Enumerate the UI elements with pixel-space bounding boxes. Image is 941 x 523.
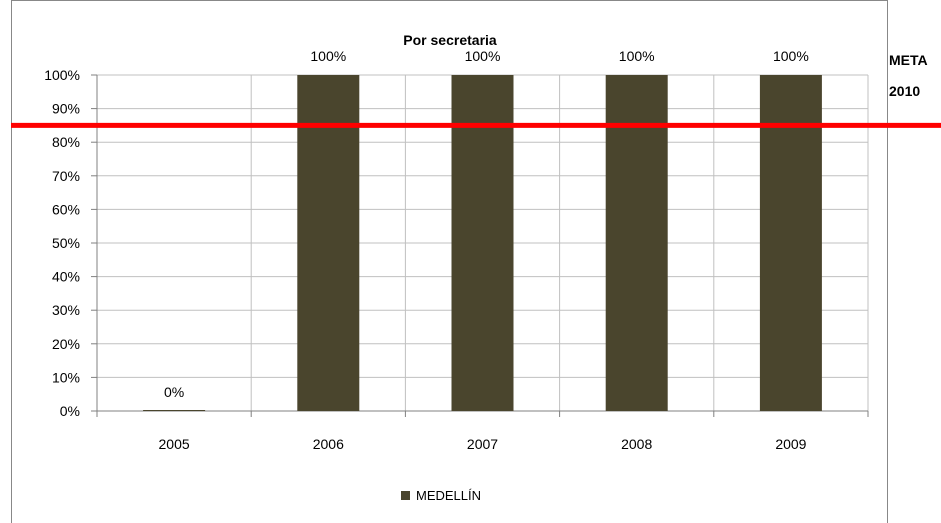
y-tick-label: 20% xyxy=(52,336,80,352)
chart-title: Por secretaria xyxy=(403,32,497,48)
meta-label-line1: META xyxy=(889,52,928,68)
x-tick-label-2007: 2007 xyxy=(467,436,498,452)
x-tick-label-2006: 2006 xyxy=(313,436,344,452)
x-tick-label-2005: 2005 xyxy=(159,436,190,452)
x-tick-label-2008: 2008 xyxy=(621,436,652,452)
bar-2006 xyxy=(297,75,360,411)
x-tick-label-2009: 2009 xyxy=(775,436,806,452)
y-tick-label: 50% xyxy=(52,235,80,251)
data-label-2009: 100% xyxy=(773,48,809,64)
y-tick-label: 10% xyxy=(52,369,80,385)
y-tick-label: 100% xyxy=(44,67,80,83)
legend-label: MEDELLÍN xyxy=(416,488,481,503)
legend-swatch xyxy=(401,491,410,500)
legend: MEDELLÍN xyxy=(401,488,481,503)
y-tick-label: 40% xyxy=(52,269,80,285)
x-axis-ticks: 2005 2006 2007 2008 2009 xyxy=(159,436,807,452)
y-tick-label: 30% xyxy=(52,302,80,318)
meta-label-line2: 2010 xyxy=(889,83,920,99)
axes xyxy=(11,0,888,523)
y-tick-label: 60% xyxy=(52,201,80,217)
y-tick-label: 0% xyxy=(60,403,80,419)
data-labels: 0% 100% 100% 100% 100% xyxy=(164,48,809,400)
data-label-2007: 100% xyxy=(465,48,501,64)
y-tick-label: 90% xyxy=(52,101,80,117)
bar-2007 xyxy=(451,75,514,411)
bars xyxy=(143,75,822,411)
y-tick-label: 70% xyxy=(52,168,80,184)
bar-2008 xyxy=(605,75,668,411)
data-label-2005: 0% xyxy=(164,384,184,400)
data-label-2006: 100% xyxy=(310,48,346,64)
data-label-2008: 100% xyxy=(619,48,655,64)
y-axis-ticks: 0% 10% 20% 30% 40% 50% 60% 70% 80% 90% 100% xyxy=(44,67,80,419)
bar-2005 xyxy=(143,410,206,411)
bar-2009 xyxy=(759,75,822,411)
y-tick-label: 80% xyxy=(52,134,80,150)
